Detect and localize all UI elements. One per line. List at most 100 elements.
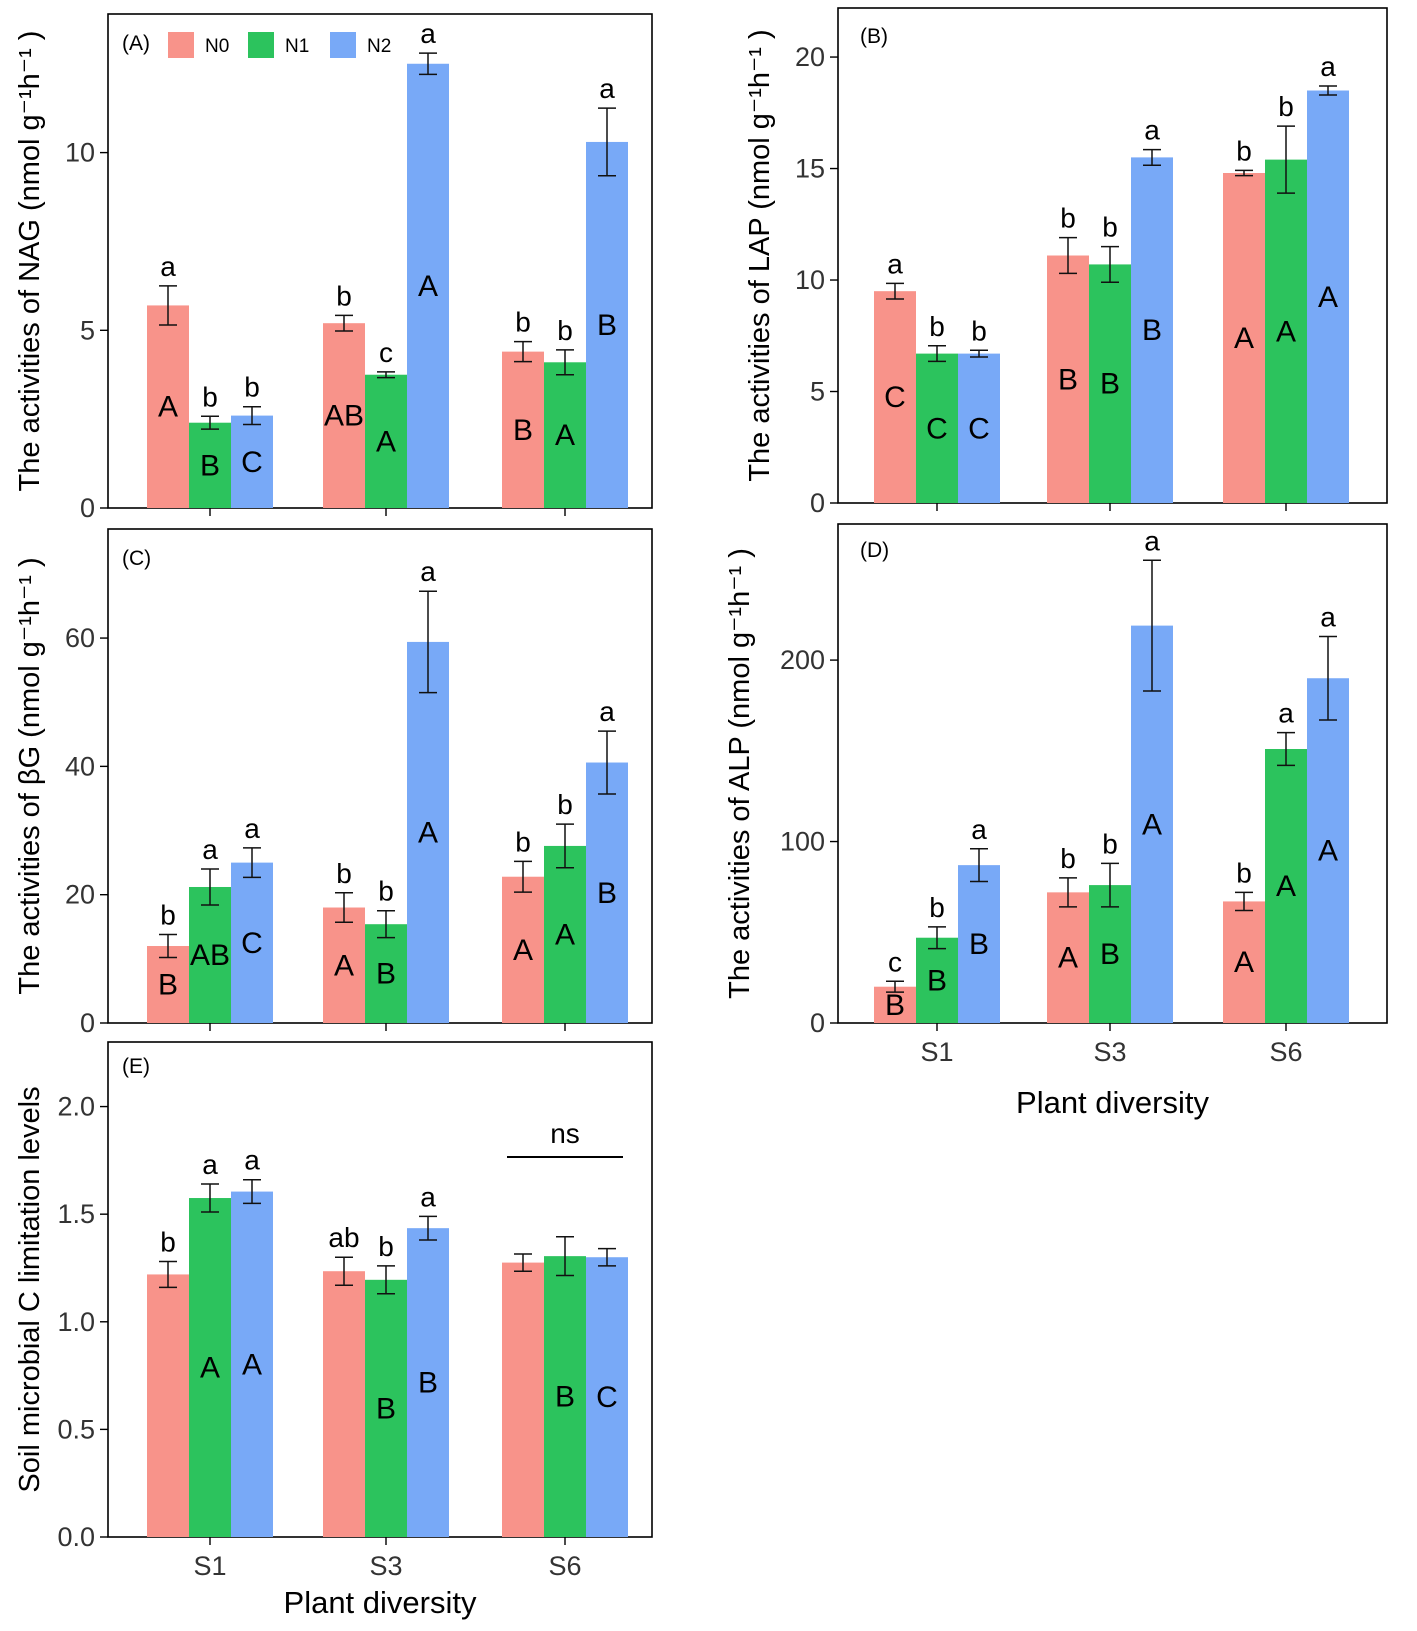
y-tick-label: 10 xyxy=(65,138,95,168)
x-tick-label: S1 xyxy=(193,1551,226,1581)
significance-letter: b xyxy=(557,789,573,820)
x-axis-label: Plant diversity xyxy=(1016,1085,1209,1120)
bar-n0-s3 xyxy=(1047,255,1089,503)
panel-b: (B) 0 5 10 15 20 The activities of LAP (nmol g… xyxy=(744,7,1388,518)
significance-letter: a xyxy=(887,248,903,279)
significance-letter: b xyxy=(244,372,260,403)
bar-n2-s6 xyxy=(586,762,628,1023)
significance-letter: c xyxy=(379,337,393,368)
significance-letter: a xyxy=(971,814,987,845)
bar-n2-s6 xyxy=(586,141,628,508)
legend-label: N2 xyxy=(367,36,391,57)
significance-letter: a xyxy=(1278,698,1294,729)
group-letter: A xyxy=(334,949,354,982)
significance-letter: b xyxy=(1060,843,1076,874)
y-tick-label: 0.0 xyxy=(57,1522,95,1552)
significance-letter: a xyxy=(1144,115,1160,146)
bar-n2-s3 xyxy=(1131,625,1173,1023)
y-tick-label: 20 xyxy=(65,880,95,910)
group-letter: C xyxy=(596,1381,618,1414)
panel-d: (D) 0 100 200 The activities of ALP (nmol g⁻… xyxy=(724,523,1388,1120)
group-letter: B xyxy=(885,989,905,1022)
bar-n0-s1 xyxy=(147,1274,189,1537)
y-axis-label: The activities of βG (nmol g⁻¹h⁻¹ ) xyxy=(14,557,46,994)
significance-letter: b xyxy=(1102,828,1118,859)
y-tick-label: 10 xyxy=(795,265,825,295)
bar-n1-s1 xyxy=(189,422,231,508)
bar-n0-s3 xyxy=(323,907,365,1023)
significance-letter: b xyxy=(336,858,352,889)
group-letter: B xyxy=(1100,368,1120,401)
group-letter: A xyxy=(555,419,575,452)
y-tick-label: 0 xyxy=(80,493,95,523)
y-tick-label: 5 xyxy=(80,315,95,345)
legend-swatch-n0 xyxy=(168,32,194,58)
significance-letter: a xyxy=(599,73,615,104)
bar-n0-s1 xyxy=(147,305,189,508)
group-letter: B xyxy=(927,964,947,997)
group-letter: A xyxy=(1318,281,1338,314)
group-letter: A xyxy=(376,425,396,458)
group-letter: A xyxy=(513,934,533,967)
bar-n0-s3 xyxy=(1047,892,1089,1023)
bar-n2-s3 xyxy=(407,641,449,1023)
bar-n1-s6 xyxy=(544,1256,586,1537)
ns-label: ns xyxy=(550,1118,580,1149)
significance-letter: b xyxy=(929,892,945,923)
group-letter: B xyxy=(597,877,617,910)
bar-n2-s3 xyxy=(407,1228,449,1537)
bar-n2-s1 xyxy=(958,865,1000,1023)
significance-letter: a xyxy=(1320,51,1336,82)
significance-letter: b xyxy=(336,280,352,311)
significance-letter: b xyxy=(515,307,531,338)
panel-label: (B) xyxy=(860,25,888,48)
panel-c: (C) 0 20 40 60 The activities of βG (nmol g⁻¹… xyxy=(14,528,653,1038)
group-letter: A xyxy=(1142,808,1162,841)
bar-n1-s1 xyxy=(189,886,231,1023)
legend-swatch-n1 xyxy=(248,32,274,58)
bar-n1-s3 xyxy=(1089,264,1131,503)
group-letter: B xyxy=(158,969,178,1002)
group-letter: C xyxy=(968,412,990,445)
bar-n2-s1 xyxy=(231,1191,273,1537)
group-letter: C xyxy=(241,446,263,479)
significance-letter: b xyxy=(557,315,573,346)
group-letter: B xyxy=(555,1381,575,1414)
significance-letter: b xyxy=(515,826,531,857)
bar-n2-s1 xyxy=(231,862,273,1023)
y-tick-label: 100 xyxy=(780,827,825,857)
significance-letter: a xyxy=(202,1149,218,1180)
group-letter: C xyxy=(241,927,263,960)
bar-n0-s1 xyxy=(874,291,916,503)
bar-n1-s6 xyxy=(1265,749,1307,1023)
group-letter: B xyxy=(376,958,396,991)
y-tick-label: 0 xyxy=(80,1008,95,1038)
y-tick-label: 0 xyxy=(810,488,825,518)
legend-swatch-n2 xyxy=(330,32,356,58)
bar-n1-s1 xyxy=(916,353,958,503)
significance-letter: b xyxy=(929,311,945,342)
panel-label: (C) xyxy=(122,547,151,570)
bar-n0-s3 xyxy=(323,1271,365,1537)
group-letter: B xyxy=(597,309,617,342)
group-letter: AB xyxy=(324,400,364,433)
y-tick-label: 1.0 xyxy=(57,1307,95,1337)
panel-label: (D) xyxy=(860,539,889,562)
bar-n1-s1 xyxy=(916,937,958,1023)
group-letter: A xyxy=(555,918,575,951)
bar-n2-s3 xyxy=(1131,157,1173,503)
bar-n1-s6 xyxy=(1265,159,1307,503)
significance-letter: a xyxy=(244,813,260,844)
group-letter: A xyxy=(1058,942,1078,975)
significance-letter: a xyxy=(1144,525,1160,556)
significance-letter: a xyxy=(1320,602,1336,633)
significance-letter: a xyxy=(160,251,176,282)
bar-n1-s6 xyxy=(544,362,586,508)
y-tick-label: 200 xyxy=(780,645,825,675)
y-tick-label: 20 xyxy=(795,42,825,72)
y-tick-label: 0 xyxy=(810,1008,825,1038)
bar-n0-s6 xyxy=(1223,173,1265,503)
group-letter: B xyxy=(1058,363,1078,396)
y-tick-label: 2.0 xyxy=(57,1092,95,1122)
group-letter: A xyxy=(1276,870,1296,903)
